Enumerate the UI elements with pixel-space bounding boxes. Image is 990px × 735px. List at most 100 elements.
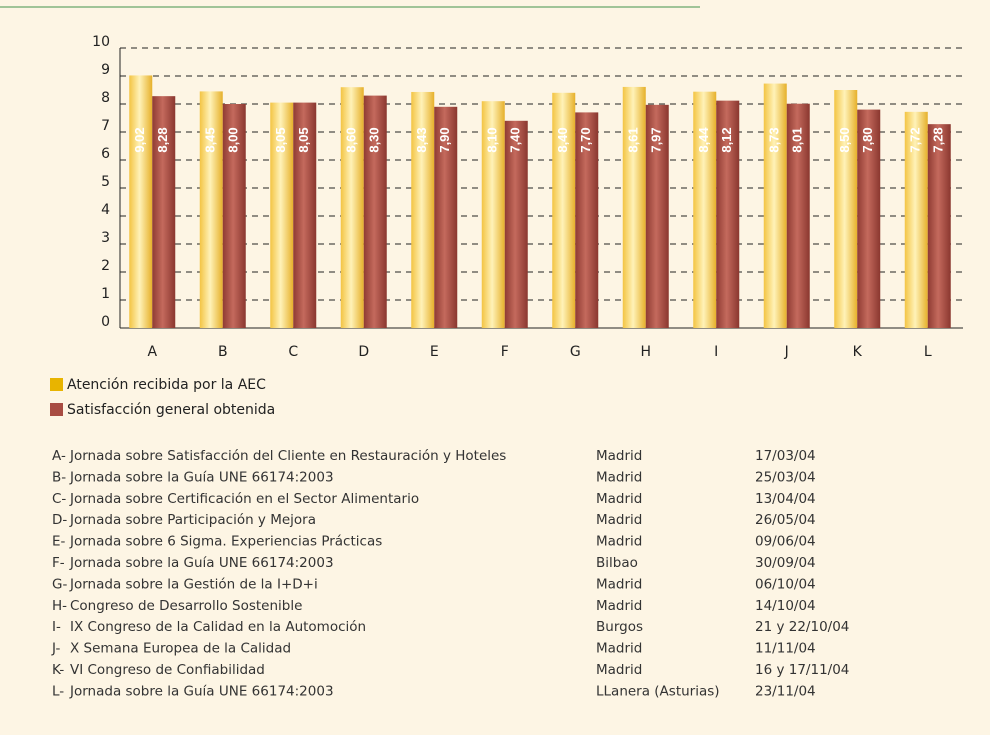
y-tick-label: 0 [101,314,110,330]
bar [434,106,458,328]
table-cell: Madrid [596,576,642,592]
table-cell: F- [52,555,65,571]
table-cell: Madrid [596,641,642,657]
value-label: 8,05 [296,127,311,152]
bar [904,111,928,328]
table-cell: Bilbao [596,555,638,571]
bar [481,101,505,328]
bar [129,75,153,328]
bar [716,100,740,328]
bar [270,102,294,328]
table-cell: G- [52,576,67,592]
table-cell: Madrid [596,491,642,507]
table-cell: 06/10/04 [755,576,816,592]
bar [857,109,881,328]
table-cell: L- [52,683,64,699]
value-label: 8,10 [485,127,500,152]
table-cell: 16 y 17/11/04 [755,662,849,678]
table-cell: 25/03/04 [755,469,816,485]
value-label: 7,80 [860,127,875,152]
table-cell: Jornada sobre la Guía UNE 66174:2003 [69,469,334,485]
x-tick-label: F [501,344,509,360]
bar [927,124,951,328]
x-tick-label: E [430,344,439,360]
bar [363,95,387,328]
bar [152,96,176,328]
value-label: 8,40 [555,127,570,152]
table-cell: X Semana Europea de la Calidad [70,641,291,657]
table-cell: 21 y 22/10/04 [755,619,849,635]
bar [786,103,810,328]
y-tick-label: 9 [101,62,110,78]
table-cell: Jornada sobre Certificación en el Sector… [69,491,419,507]
table-cell: 09/06/04 [755,534,816,550]
table-cell: K- [52,662,64,678]
value-label: 7,40 [508,127,523,152]
value-label: 8,30 [367,127,382,152]
table-cell: Jornada sobre la Guía UNE 66174:2003 [69,555,334,571]
table-cell: Congreso de Desarrollo Sostenible [70,598,302,614]
legend-label: Satisfacción general obtenida [67,402,275,418]
table-cell: Jornada sobre la Gestión de la I+D+i [69,576,318,592]
table-cell: Jornada sobre la Guía UNE 66174:2003 [69,683,334,699]
bar [834,90,858,328]
x-tick-label: J [784,344,789,360]
y-tick-label: 2 [101,258,110,274]
y-tick-label: 3 [101,230,110,246]
y-tick-label: 6 [101,146,110,162]
value-label: 7,72 [908,127,923,152]
table-cell: H- [52,598,67,614]
table-cell: Madrid [596,512,642,528]
table-cell: Jornada sobre Participación y Mejora [69,512,316,528]
table-cell: 26/05/04 [755,512,816,528]
table-cell: Madrid [596,448,642,464]
x-tick-label: C [288,344,298,360]
table-cell: 14/10/04 [755,598,816,614]
bar [763,83,787,328]
table-cell: 11/11/04 [755,641,816,657]
value-label: 9,02 [132,127,147,152]
value-label: 8,73 [767,127,782,152]
value-label: 8,43 [414,127,429,152]
value-label: 8,28 [155,127,170,152]
bar [645,104,669,328]
table-cell: Madrid [596,534,642,550]
value-label: 8,01 [790,127,805,152]
table-cell: Madrid [596,598,642,614]
x-tick-label: A [147,344,157,360]
value-label: 8,60 [344,127,359,152]
table-cell: Jornada sobre Satisfacción del Cliente e… [69,448,506,464]
table-cell: D- [52,512,67,528]
bar [552,92,576,328]
x-tick-label: H [640,344,651,360]
table-cell: Madrid [596,662,642,678]
y-tick-label: 5 [101,174,110,190]
value-label: 7,28 [931,127,946,152]
bar [199,91,223,329]
legend-swatch [50,403,63,416]
x-tick-label: L [924,344,932,360]
y-tick-label: 10 [92,34,110,50]
bar [411,91,435,329]
legend-label: Atención recibida por la AEC [67,377,266,393]
y-tick-label: 4 [101,202,110,218]
table-cell: Burgos [596,619,643,635]
table-cell: B- [52,469,66,485]
table-cell: C- [52,491,66,507]
x-tick-label: K [853,344,863,360]
bar [693,91,717,329]
table-cell: I- [52,619,61,635]
bar [504,120,528,328]
table-cell: E- [52,534,66,550]
table-cell: Jornada sobre 6 Sigma. Experiencias Prác… [69,534,382,550]
legend-swatch [50,378,63,391]
value-label: 8,05 [273,127,288,152]
table-cell: 23/11/04 [755,683,816,699]
y-tick-label: 8 [101,90,110,106]
table-cell: IX Congreso de la Calidad en la Automoci… [70,619,366,635]
bar [222,104,246,328]
value-label: 8,61 [626,127,641,152]
table-cell: LLanera (Asturias) [596,683,720,699]
value-label: 7,97 [649,127,664,152]
